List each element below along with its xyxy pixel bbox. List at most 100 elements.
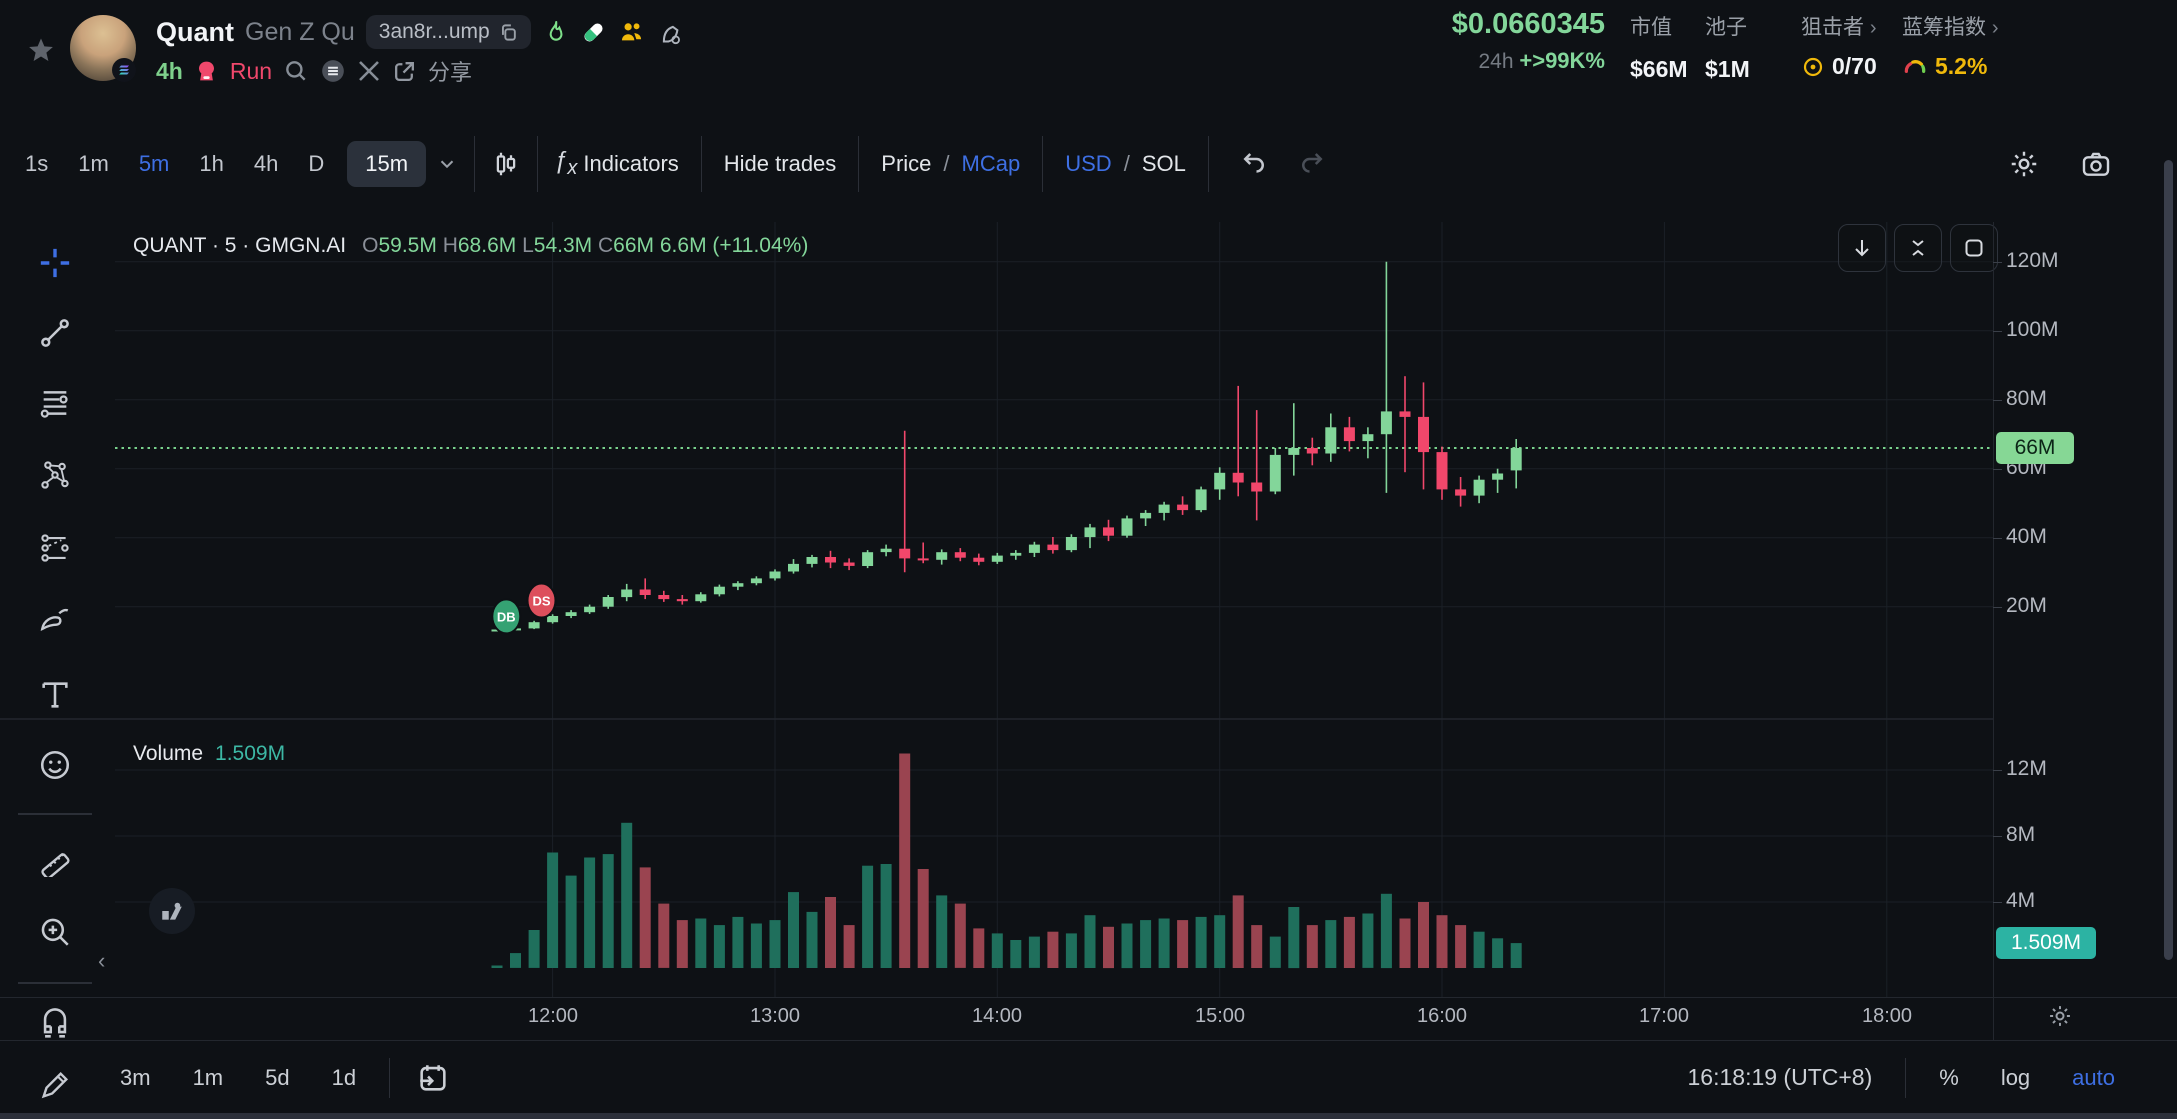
divider [537, 135, 539, 192]
pump-platform-icon[interactable] [194, 59, 219, 84]
low-label: L [522, 234, 534, 257]
range-3m[interactable]: 3m [120, 1064, 151, 1090]
indicators-button[interactable]: Indicators [583, 150, 679, 176]
chart-area[interactable]: DB DS QUANT · 5 · GMGN.AI O59.5M H68.6M L… [0, 222, 2177, 997]
scroll-to-latest-button[interactable] [1838, 224, 1886, 272]
symbol-title: QUANT · 5 · GMGN.AI [133, 234, 347, 257]
price-toggle[interactable]: Price [881, 150, 932, 176]
open-value: 59.5M [378, 234, 437, 257]
interval-1d[interactable]: D [308, 150, 325, 176]
token-address-pill[interactable]: 3an8r...ump [365, 15, 531, 49]
divider [389, 1057, 391, 1098]
scrollbar-thumb[interactable] [2164, 160, 2173, 960]
collapse-pane-button[interactable] [1894, 224, 1942, 272]
interval-1m[interactable]: 1m [78, 150, 109, 176]
divider [1905, 1057, 1907, 1098]
sol-toggle[interactable]: SOL [1141, 150, 1186, 176]
snipers-label[interactable]: 狙击者 › [1801, 16, 1877, 39]
emoji-tool-icon[interactable] [38, 748, 72, 782]
pool-value: $1M [1705, 56, 1750, 82]
chevron-down-icon[interactable] [436, 153, 458, 175]
log-scale-toggle[interactable]: log [2000, 1064, 2031, 1090]
collapse-sidebar-icon[interactable]: ‹ [98, 948, 106, 973]
platform-label[interactable]: Run [229, 57, 273, 84]
interval-4h[interactable]: 4h [253, 150, 279, 176]
range-1d[interactable]: 1d [331, 1064, 357, 1090]
axis-settings-gear-icon[interactable] [2046, 1002, 2074, 1030]
goto-date-icon[interactable] [416, 1061, 450, 1095]
time-tick-label: 17:00 [1638, 1005, 1690, 1027]
copy-icon[interactable] [499, 23, 518, 42]
bluechip-label[interactable]: 蓝筹指数 › [1902, 16, 1999, 39]
change-period: 24h [1478, 50, 1514, 73]
xabcd-pattern-tool-icon[interactable] [38, 458, 72, 492]
trend-line-tool-icon[interactable] [38, 316, 72, 350]
undo-icon[interactable] [1239, 149, 1269, 179]
pill-icon[interactable] [580, 19, 607, 46]
snipers-value: 0/70 [1832, 53, 1877, 79]
settings-gear-icon[interactable] [2008, 148, 2040, 180]
interval-1h[interactable]: 1h [199, 150, 224, 176]
bluechip-value: 5.2% [1935, 53, 1988, 79]
interval-5m[interactable]: 5m [138, 150, 170, 176]
fullscreen-button[interactable] [1950, 224, 1998, 272]
tradingview-logo[interactable] [149, 888, 195, 934]
token-fullname: Gen Z Qu [245, 17, 355, 46]
mcap-value: $66M [1630, 56, 1688, 82]
token-name: Quant [156, 16, 234, 47]
auto-scale-toggle[interactable]: auto [2072, 1064, 2115, 1090]
x-twitter-icon[interactable] [357, 59, 381, 83]
chart-legend: QUANT · 5 · GMGN.AI O59.5M H68.6M L54.3M… [133, 234, 808, 258]
text-tool-icon[interactable] [38, 678, 72, 712]
time-tick-label: 12:00 [527, 1005, 579, 1027]
chevron-right-icon: › [1991, 17, 1999, 39]
crosshair-tool-icon[interactable] [38, 246, 72, 280]
interval-selected-15m[interactable]: 15m [347, 140, 427, 187]
fib-lines-tool-icon[interactable] [38, 386, 72, 420]
high-label: H [442, 234, 458, 257]
ruler-tool-icon[interactable] [38, 843, 72, 877]
interval-1s[interactable]: 1s [25, 150, 49, 176]
time-axis[interactable]: 12:00 13:00 14:00 15:00 16:00 17:00 18:00 [0, 997, 2177, 1041]
bottom-strip [0, 1113, 2177, 1119]
brush-tool-icon[interactable] [38, 602, 72, 636]
position-tool-icon[interactable] [38, 531, 72, 565]
token-address: 3an8r...ump [378, 20, 490, 43]
share-icon[interactable] [392, 59, 417, 84]
hide-trades-button[interactable]: Hide trades [723, 150, 837, 176]
change-value: 6.6M (+11.04%) [659, 234, 809, 257]
time-tick-label: 14:00 [971, 1005, 1023, 1027]
redo-icon[interactable] [1297, 149, 1327, 179]
edit-tool-icon[interactable] [38, 1068, 72, 1102]
time-tick-label: 13:00 [749, 1005, 801, 1027]
dev-icon[interactable] [656, 19, 683, 46]
range-1m[interactable]: 1m [192, 1064, 224, 1090]
fx-icon: ƒx [554, 147, 578, 179]
magnet-tool-icon[interactable] [38, 1008, 72, 1042]
holders-icon[interactable] [618, 19, 645, 46]
usd-toggle[interactable]: USD [1065, 150, 1112, 176]
chart-toolbar: 1s 1m 5m 1h 4h D 15m ƒx Indicators Hide … [0, 105, 2177, 222]
mcap-toggle[interactable]: MCap [961, 150, 1021, 176]
range-5d[interactable]: 5d [265, 1064, 290, 1090]
pool-label: 池子 [1705, 16, 1747, 39]
snapshot-camera-icon[interactable] [2080, 148, 2112, 180]
candlestick-chart[interactable]: DB DS [0, 222, 2177, 997]
percent-scale-toggle[interactable]: % [1939, 1064, 1959, 1090]
volume-label: Volume [133, 742, 204, 765]
divider [858, 135, 860, 192]
candle-style-icon[interactable] [491, 149, 521, 179]
divider [700, 135, 702, 192]
clock[interactable]: 16:18:19 (UTC+8) [1687, 1064, 1873, 1090]
flame-icon[interactable] [542, 19, 569, 46]
open-label: O [362, 234, 379, 257]
list-circle-icon[interactable] [320, 58, 346, 84]
share-label[interactable]: 分享 [428, 60, 473, 85]
bottom-toolbar: 3m 1m 5d 1d 16:18:19 (UTC+8) % log auto [0, 1040, 2177, 1114]
search-icon[interactable] [283, 58, 309, 84]
time-tick-label: 18:00 [1861, 1005, 1913, 1027]
zoom-in-tool-icon[interactable] [38, 915, 72, 949]
favorite-star-icon[interactable] [26, 36, 56, 66]
divider [474, 135, 476, 192]
